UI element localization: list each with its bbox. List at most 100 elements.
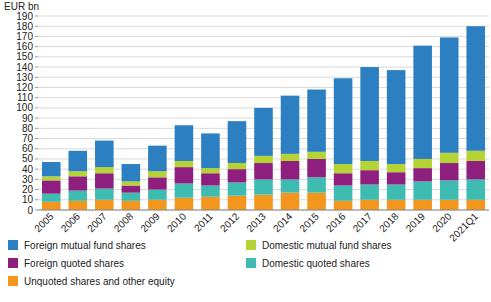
- category-label: 2015: [297, 210, 321, 234]
- category-label: 2021Q1: [447, 210, 480, 243]
- legend-label: Foreign mutual fund shares: [24, 240, 146, 251]
- bar-segment: [440, 163, 459, 180]
- bar-segment: [148, 146, 167, 172]
- tick: [35, 118, 38, 119]
- bar-segment: [281, 96, 300, 154]
- tick: [35, 210, 38, 211]
- bar-segment: [122, 201, 141, 210]
- bar-segment: [307, 90, 326, 152]
- bar-segment: [254, 156, 273, 163]
- legend-swatch: [8, 258, 18, 268]
- tick-label: 110: [17, 92, 33, 103]
- bar-segment: [175, 125, 194, 161]
- tick-label: 150: [16, 51, 33, 62]
- tick-label: 180: [16, 21, 33, 32]
- tick: [35, 77, 38, 78]
- category-label: 2018: [377, 210, 401, 234]
- bar-segment: [42, 162, 61, 176]
- tick-label: 90: [22, 113, 34, 124]
- bar-segment: [201, 133, 220, 168]
- bar-segment: [413, 181, 432, 199]
- bar-segment: [122, 185, 141, 192]
- bar-segment: [95, 141, 114, 168]
- bar-segment: [334, 164, 353, 173]
- grid-line: [38, 16, 489, 17]
- tick-label: 70: [22, 133, 34, 144]
- tick: [35, 56, 38, 57]
- bar-segment: [466, 200, 485, 210]
- bar-segment: [307, 152, 326, 159]
- tick: [35, 67, 38, 68]
- tick: [35, 87, 38, 88]
- bar-segment: [360, 184, 379, 199]
- tick: [35, 26, 38, 27]
- legend-item: Foreign mutual fund shares: [8, 240, 146, 251]
- bar-segment: [440, 180, 459, 199]
- legend-item: Foreign quoted shares: [8, 258, 124, 269]
- bar-segment: [334, 173, 353, 185]
- bar-segment: [413, 46, 432, 159]
- legend-item: Domestic quoted shares: [246, 258, 370, 269]
- bar-segment: [281, 179, 300, 192]
- bar-segment: [69, 151, 88, 171]
- bar-segment: [307, 177, 326, 192]
- bar-segment: [69, 201, 88, 210]
- tick-label: 60: [22, 143, 34, 154]
- category-label: 2012: [218, 210, 242, 234]
- category-label: 2020: [430, 210, 454, 234]
- tick: [35, 128, 38, 129]
- tick: [35, 199, 38, 200]
- bar-segment: [228, 121, 247, 163]
- tick-label: 0: [27, 205, 33, 216]
- bar-segment: [281, 193, 300, 210]
- bar-segment: [95, 167, 114, 173]
- bar-segment: [69, 191, 88, 201]
- bar-segment: [413, 159, 432, 168]
- tick-label: 50: [22, 153, 34, 164]
- tick: [35, 138, 38, 139]
- tick: [35, 107, 38, 108]
- category-label: 2008: [112, 210, 136, 234]
- bar-segment: [387, 70, 406, 164]
- tick: [35, 97, 38, 98]
- bar-segment: [148, 171, 167, 177]
- category-label: 2006: [59, 210, 83, 234]
- category-label: 2016: [324, 210, 348, 234]
- bar-segment: [334, 201, 353, 210]
- tick-label: 170: [16, 31, 33, 42]
- tick-label: 140: [16, 62, 33, 73]
- category-label: 2007: [85, 210, 109, 234]
- bar-segment: [122, 164, 141, 181]
- bar-segment: [228, 163, 247, 169]
- bar-segment: [228, 182, 247, 195]
- bar-segment: [201, 197, 220, 210]
- bar-segment: [254, 195, 273, 210]
- bar-segment: [42, 180, 61, 193]
- bar-segment: [413, 168, 432, 181]
- bar-segment: [281, 161, 300, 179]
- bar-segment: [42, 176, 61, 180]
- category-label: 2013: [244, 210, 268, 234]
- tick: [35, 179, 38, 180]
- bar-segment: [387, 172, 406, 184]
- bar-segment: [387, 164, 406, 172]
- grid-line: [38, 210, 489, 211]
- bar-segment: [334, 185, 353, 200]
- legend-item: Domestic mutual fund shares: [246, 240, 392, 251]
- grid-line: [38, 26, 489, 27]
- chart: EUR bn0102030405060708090100110120130140…: [0, 0, 491, 302]
- tick: [35, 16, 38, 17]
- category-label: 2019: [404, 210, 428, 234]
- bar-segment: [175, 167, 194, 183]
- tick-label: 80: [22, 123, 34, 134]
- bar-segment: [387, 184, 406, 199]
- bar-segment: [201, 168, 220, 173]
- category-label: 2005: [32, 210, 56, 234]
- bar-segment: [122, 181, 141, 185]
- tick: [35, 148, 38, 149]
- tick-label: 10: [22, 194, 34, 205]
- bar-segment: [413, 200, 432, 210]
- bar-segment: [307, 193, 326, 210]
- bar-segment: [42, 194, 61, 202]
- tick-label: 30: [22, 174, 34, 185]
